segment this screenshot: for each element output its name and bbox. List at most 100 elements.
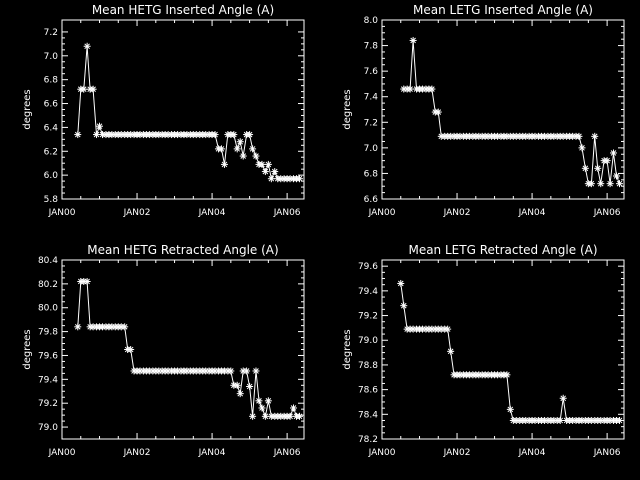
y-tick-label: 79.6 <box>38 351 58 361</box>
y-tick-label: 8.0 <box>364 16 379 26</box>
data-point <box>261 412 269 420</box>
y-axis-label: degrees <box>22 89 33 129</box>
chart-title: Mean HETG Retracted Angle (A) <box>87 243 278 257</box>
data-point <box>252 367 260 375</box>
y-tick-label: 7.2 <box>44 28 58 38</box>
data-point <box>409 36 417 44</box>
x-tick-label: JAN00 <box>368 448 396 458</box>
data-point <box>606 180 614 188</box>
data-point <box>239 152 247 160</box>
data-point <box>612 172 620 180</box>
y-tick-label: 6.4 <box>44 123 59 133</box>
chart-panel-1: Mean HETG Inserted Angle (A) degrees 5.8 6.… <box>22 3 305 218</box>
data-point <box>258 404 266 412</box>
x-tick-label: JAN06 <box>593 208 621 218</box>
x-tick-label: JAN04 <box>198 208 226 218</box>
data-point <box>233 145 241 153</box>
data-point <box>236 390 244 398</box>
chart-title: Mean LETG Inserted Angle (A) <box>413 3 593 17</box>
x-tick-label: JAN06 <box>273 448 301 458</box>
data-point <box>575 132 583 140</box>
y-axis-label: degrees <box>342 329 353 369</box>
data-point <box>506 405 514 413</box>
data-point <box>220 160 228 168</box>
data-point <box>444 325 452 333</box>
x-tick-label: JAN06 <box>593 448 621 458</box>
data-point <box>503 371 511 379</box>
x-tick-label: JAN00 <box>48 448 76 458</box>
x-tick-label: JAN00 <box>368 208 396 218</box>
y-tick-label: 5.8 <box>44 195 59 205</box>
data-point <box>264 160 272 168</box>
y-tick-label: 6.8 <box>364 169 379 179</box>
data-point <box>211 131 219 139</box>
data-point <box>83 277 91 285</box>
data-point <box>267 175 275 183</box>
data-point <box>434 108 442 116</box>
y-tick-label: 79.2 <box>358 312 378 322</box>
data-point <box>556 416 564 424</box>
y-tick-label: 80.2 <box>38 280 58 290</box>
x-tick-label: JAN02 <box>123 448 151 458</box>
data-point <box>83 42 91 50</box>
data-point <box>615 180 623 188</box>
y-tick-label: 78.4 <box>358 410 378 420</box>
data-point <box>127 346 135 353</box>
y-tick-label: 7.6 <box>364 67 379 77</box>
data-point <box>249 412 257 420</box>
x-tick-label: JAN02 <box>443 208 471 218</box>
chart-title: Mean HETG Inserted Angle (A) <box>92 3 274 17</box>
y-tick-label: 79.4 <box>38 375 58 385</box>
data-point <box>615 416 623 424</box>
data-point <box>230 131 238 139</box>
data-point <box>578 144 586 152</box>
plot-frame <box>61 259 305 440</box>
data-point <box>252 152 260 160</box>
data-point <box>559 394 567 402</box>
plot-frame <box>381 19 625 200</box>
data-point <box>255 397 263 405</box>
data-point <box>289 404 297 412</box>
series-line <box>77 281 300 419</box>
y-axis-label: degrees <box>342 89 353 129</box>
data-point <box>406 85 414 93</box>
y-tick-label: 79.0 <box>38 423 58 433</box>
y-tick-label: 6.2 <box>44 147 58 157</box>
y-tick-label: 80.0 <box>38 304 58 314</box>
data-point <box>243 367 251 375</box>
x-tick-label: JAN04 <box>198 448 226 458</box>
data-point <box>261 168 269 176</box>
series-line <box>77 46 300 181</box>
chart-panel-4: Mean LETG Retracted Angle (A) degrees 78.2… <box>342 243 625 458</box>
data-point <box>121 323 129 331</box>
data-point <box>603 157 611 165</box>
y-tick-label: 6.6 <box>364 195 379 205</box>
data-point <box>96 122 104 130</box>
data-point <box>587 180 595 188</box>
y-tick-label: 7.0 <box>364 144 379 154</box>
data-point <box>89 85 97 93</box>
chart-panel-3: Mean HETG Retracted Angle (A) degrees 79.0… <box>22 243 305 458</box>
data-point <box>217 145 225 153</box>
y-tick-label: 7.8 <box>364 42 379 52</box>
data-point <box>397 279 405 287</box>
y-tick-label: 7.2 <box>364 118 378 128</box>
y-tick-label: 78.6 <box>358 386 378 396</box>
data-point <box>80 85 88 93</box>
chart-title: Mean LETG Retracted Angle (A) <box>408 243 597 257</box>
y-tick-label: 79.2 <box>38 399 58 409</box>
data-point <box>581 164 589 172</box>
x-tick-label: JAN02 <box>443 448 471 458</box>
series-line <box>400 283 620 421</box>
y-tick-label: 78.2 <box>358 435 378 445</box>
data-point <box>236 138 244 146</box>
y-tick-label: 7.4 <box>364 93 379 103</box>
x-tick-label: JAN02 <box>123 208 151 218</box>
data-point <box>258 160 266 168</box>
y-tick-label: 7.0 <box>44 52 59 62</box>
data-point <box>295 412 303 420</box>
y-tick-label: 79.0 <box>358 336 378 346</box>
data-point <box>295 175 303 183</box>
x-tick-label: JAN00 <box>48 208 76 218</box>
